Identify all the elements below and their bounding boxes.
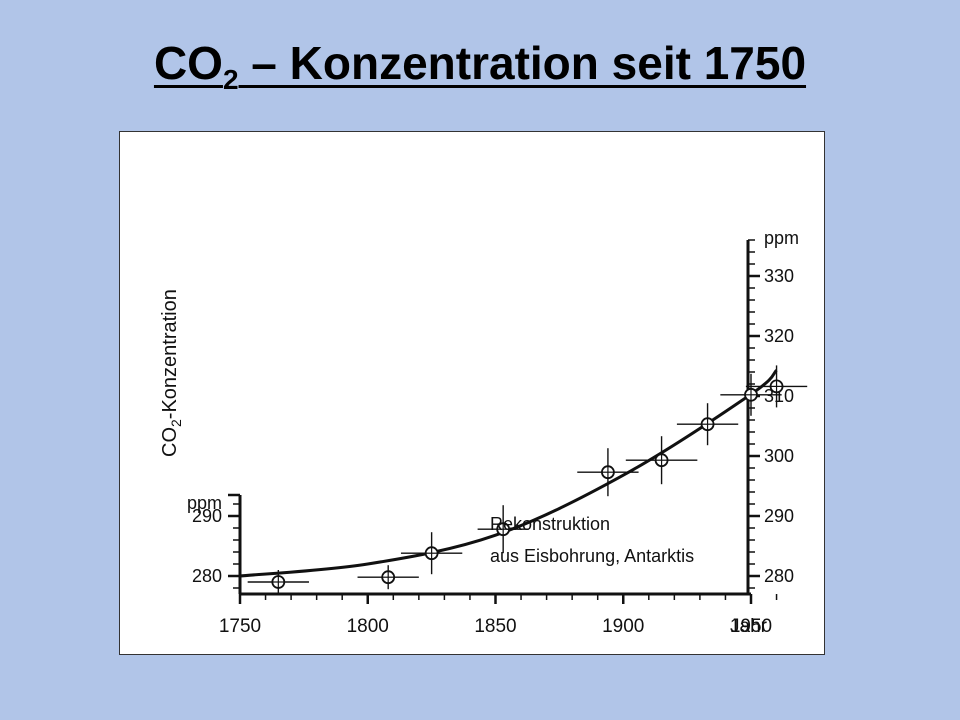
data-point xyxy=(400,532,463,575)
chart-frame: 1750 1800 1850 1900 1950 Jahr 280 290 ppm 280 290 3… xyxy=(119,131,825,655)
x-axis-label: Jahr xyxy=(730,616,768,637)
annotation-line-2: aus Eisbohrung, Antarktis xyxy=(490,546,694,566)
slide-title-main: CO xyxy=(153,37,223,89)
data-point xyxy=(357,565,419,590)
annotation-line-1: Rekonstruktion xyxy=(490,514,610,534)
left-y-tick-label: 280 xyxy=(192,566,222,586)
right-y-tick-label: 320 xyxy=(764,326,794,346)
chart-axes: 1750 1800 1850 1900 1950Jahr280290ppm2802903… xyxy=(187,228,799,637)
data-point xyxy=(720,373,782,416)
right-y-tick-label: 290 xyxy=(764,506,794,526)
x-tick-label: 1750 xyxy=(219,616,261,637)
data-point xyxy=(577,448,639,497)
y-axis-label: CO2-Konzentration xyxy=(159,289,184,457)
co2-chart: 1750 1800 1850 1900 1950Jahr280290ppm2802903… xyxy=(159,228,808,637)
slide-title: CO2 – Konzentration seit 1750 xyxy=(0,36,960,96)
data-point xyxy=(745,365,808,408)
data-points-group xyxy=(247,365,808,594)
slide-title-subscript: 2 xyxy=(222,64,239,95)
right-y-tick-label: 280 xyxy=(764,566,794,586)
y-axis-label-sub: 2 xyxy=(168,419,184,427)
y-axis-label-main: CO xyxy=(159,427,181,457)
x-tick-label: 1850 xyxy=(474,616,516,637)
data-point xyxy=(676,403,739,446)
left-y-unit-label: ppm xyxy=(187,493,222,513)
data-point xyxy=(477,505,529,554)
left-y-tick-label: 290 xyxy=(192,506,222,526)
slide-title-rest: – Konzentration seit 1750 xyxy=(238,37,807,89)
right-y-tick-label: 330 xyxy=(764,266,794,286)
x-tick-label: 1950 xyxy=(730,616,772,637)
right-y-tick-label: 300 xyxy=(764,446,794,466)
x-tick-label: 1900 xyxy=(602,616,644,637)
data-point xyxy=(625,436,698,485)
right-y-unit-label: ppm xyxy=(764,228,799,248)
y-axis-label-rest: -Konzentration xyxy=(159,289,181,419)
data-point xyxy=(247,570,309,594)
x-tick-label: 1800 xyxy=(347,616,389,637)
